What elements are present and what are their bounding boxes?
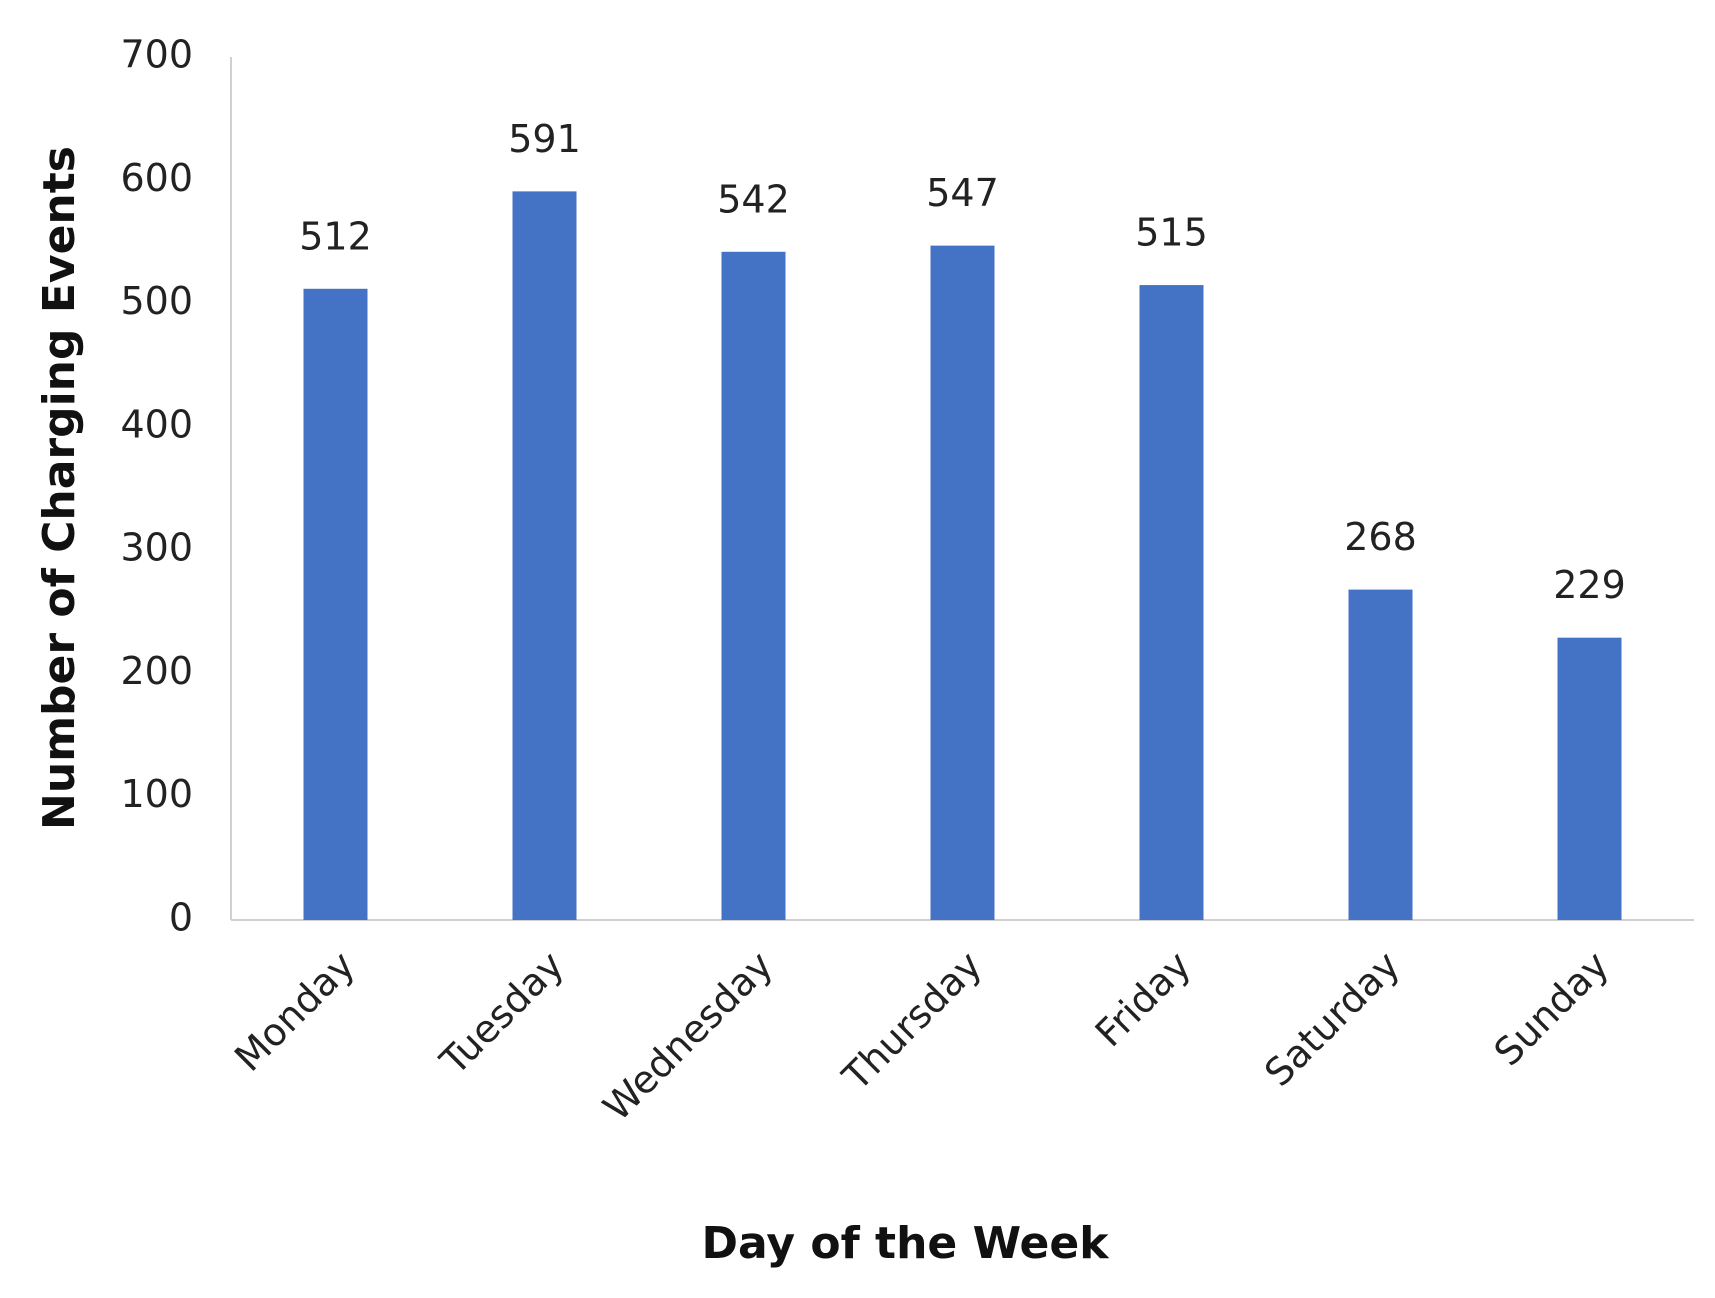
y-tick-label: 400 — [120, 402, 193, 446]
data-label: 542 — [717, 177, 790, 221]
data-label: 512 — [299, 214, 372, 258]
y-tick-label: 0 — [169, 896, 193, 940]
y-axis-title: Number of Charging Events — [34, 146, 85, 830]
bar — [721, 251, 786, 920]
y-tick-label: 600 — [120, 156, 193, 200]
x-tick-label: Saturday — [1256, 943, 1408, 1095]
data-label: 547 — [926, 171, 999, 215]
bar — [1348, 589, 1413, 920]
bar — [1139, 285, 1204, 920]
x-tick-label: Monday — [226, 943, 363, 1080]
y-tick-label: 200 — [120, 649, 193, 693]
y-tick-label: 500 — [120, 279, 193, 323]
x-tick-label: Tuesday — [431, 943, 572, 1084]
bar — [512, 191, 577, 921]
bar — [303, 288, 368, 921]
data-label: 268 — [1344, 515, 1417, 559]
y-tick-label: 700 — [120, 33, 193, 77]
bar — [930, 245, 995, 920]
x-axis-title: Day of the Week — [702, 1218, 1111, 1269]
bar — [1557, 637, 1622, 920]
x-tick-label: Thursday — [834, 943, 991, 1100]
x-tick-label: Wednesday — [595, 943, 782, 1130]
x-tick-label: Sunday — [1486, 943, 1618, 1075]
data-label: 591 — [508, 117, 581, 161]
data-label: 515 — [1135, 211, 1208, 255]
y-tick-label: 100 — [120, 772, 193, 816]
data-label: 229 — [1553, 563, 1626, 607]
x-tick-label: Friday — [1087, 943, 1200, 1056]
y-tick-label: 300 — [120, 526, 193, 570]
